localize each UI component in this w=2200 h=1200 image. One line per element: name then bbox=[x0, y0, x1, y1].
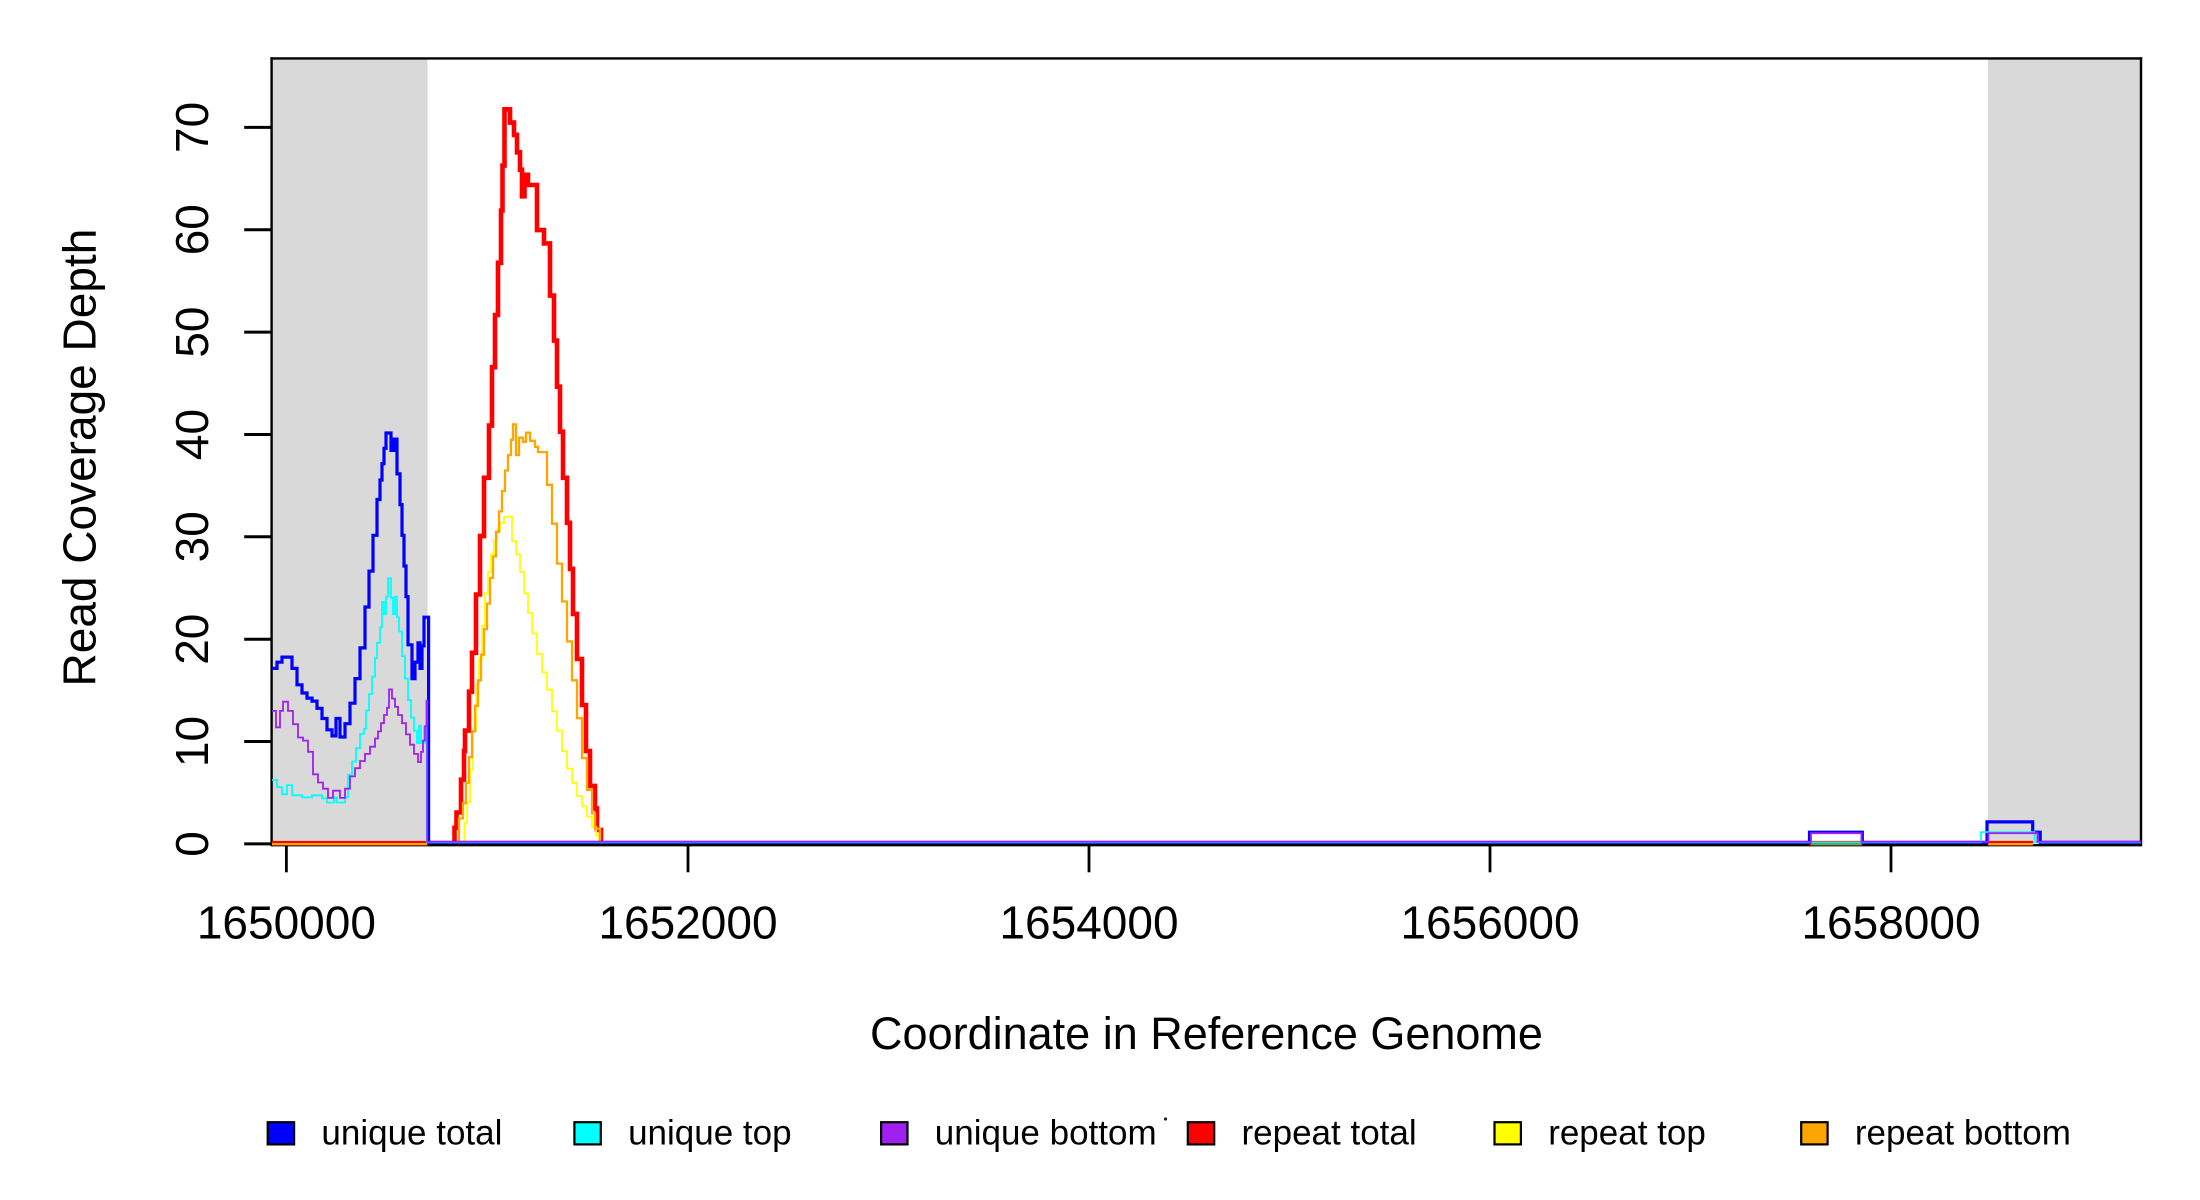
svg-text:1654000: 1654000 bbox=[999, 897, 1178, 949]
svg-text:Read Coverage Depth: Read Coverage Depth bbox=[54, 229, 106, 687]
svg-text:20: 20 bbox=[166, 614, 218, 665]
svg-text:unique top: unique top bbox=[628, 1113, 791, 1152]
svg-text:1650000: 1650000 bbox=[197, 897, 376, 949]
svg-text:10: 10 bbox=[166, 716, 218, 767]
svg-text:60: 60 bbox=[166, 204, 218, 255]
svg-text:0: 0 bbox=[166, 831, 218, 857]
svg-text:40: 40 bbox=[166, 409, 218, 460]
svg-text:repeat total: repeat total bbox=[1242, 1113, 1417, 1152]
svg-text:50: 50 bbox=[166, 307, 218, 358]
svg-text:1656000: 1656000 bbox=[1400, 897, 1579, 949]
svg-text:Coordinate in Reference Genome: Coordinate in Reference Genome bbox=[870, 1008, 1543, 1059]
svg-text:1658000: 1658000 bbox=[1801, 897, 1980, 949]
svg-text:repeat top: repeat top bbox=[1548, 1113, 1706, 1152]
svg-text:30: 30 bbox=[166, 511, 218, 562]
svg-text:70: 70 bbox=[166, 102, 218, 153]
svg-text:unique total: unique total bbox=[321, 1113, 502, 1152]
svg-text:unique bottom: unique bottom bbox=[935, 1113, 1157, 1152]
svg-text:1652000: 1652000 bbox=[598, 897, 777, 949]
svg-text:repeat bottom: repeat bottom bbox=[1855, 1113, 2071, 1152]
